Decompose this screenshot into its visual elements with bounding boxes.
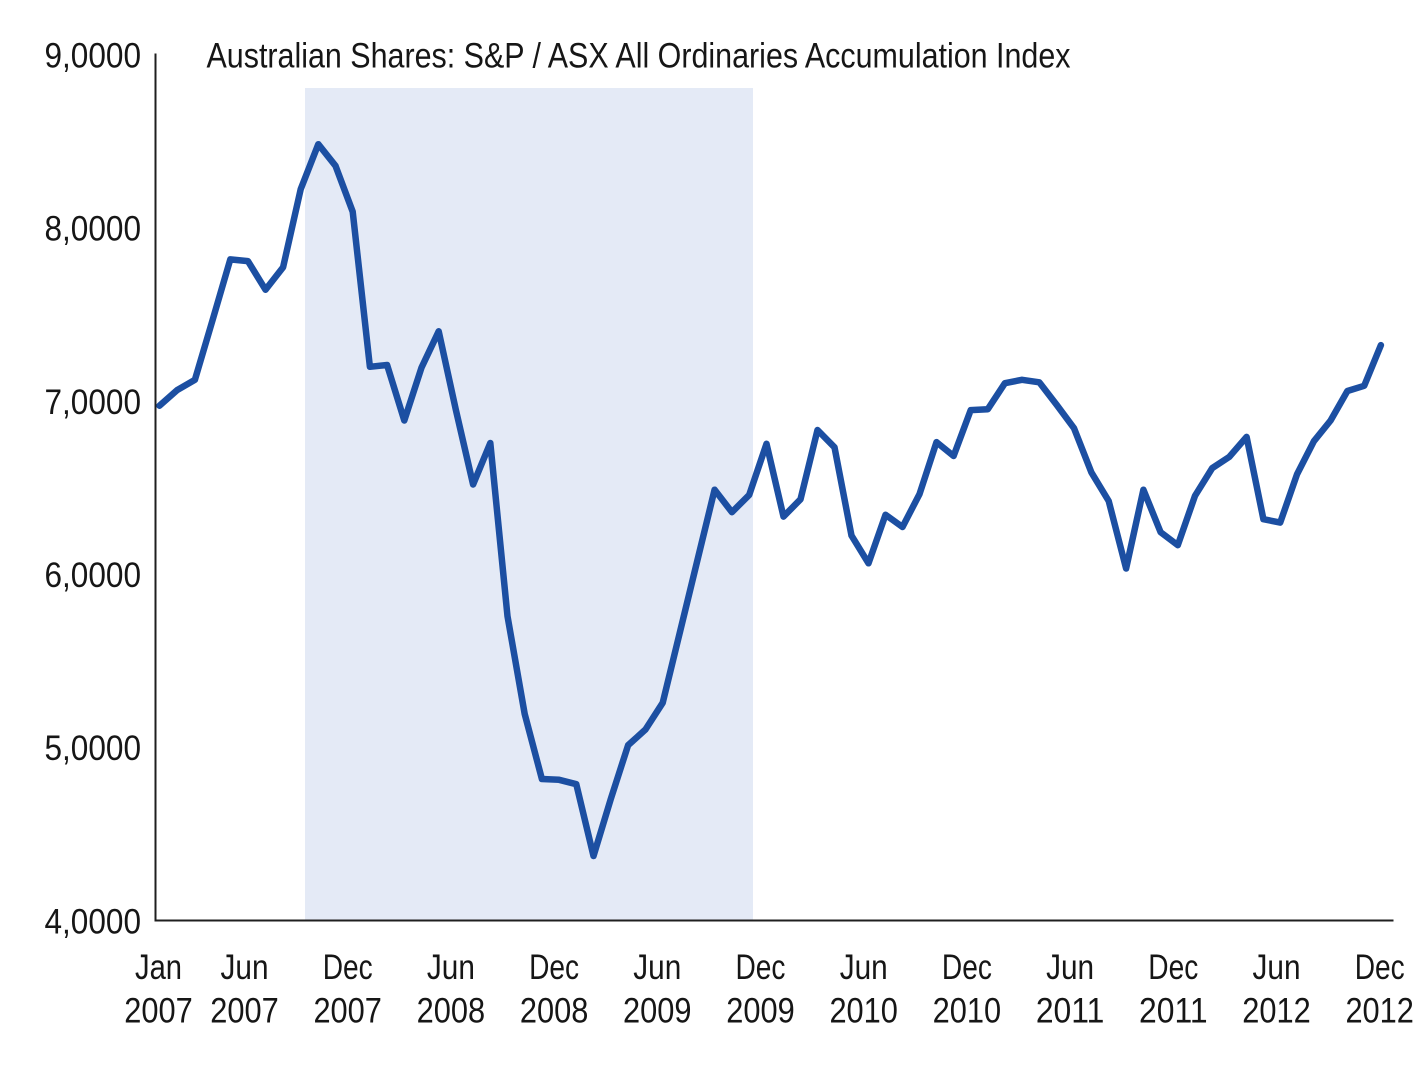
svg-text:Jan: Jan — [135, 948, 182, 987]
svg-text:Dec: Dec — [1355, 948, 1405, 987]
svg-text:Jun: Jun — [427, 948, 475, 987]
svg-text:2010: 2010 — [933, 991, 1002, 1030]
svg-text:Jun: Jun — [1046, 948, 1094, 987]
svg-text:2007: 2007 — [313, 991, 382, 1030]
svg-text:2009: 2009 — [623, 991, 692, 1030]
svg-text:6,0000: 6,0000 — [45, 556, 142, 595]
svg-text:2012: 2012 — [1345, 991, 1414, 1030]
svg-text:5,0000: 5,0000 — [45, 729, 142, 768]
svg-text:Jun: Jun — [1253, 948, 1301, 987]
svg-text:2009: 2009 — [726, 991, 795, 1030]
svg-text:Australian Shares: S&P / ASX A: Australian Shares: S&P / ASX All Ordinar… — [207, 37, 1071, 76]
svg-text:Jun: Jun — [221, 948, 269, 987]
svg-text:4,0000: 4,0000 — [45, 902, 142, 941]
svg-text:Dec: Dec — [1148, 948, 1198, 987]
svg-text:7,0000: 7,0000 — [45, 383, 142, 422]
svg-text:Jun: Jun — [633, 948, 681, 987]
svg-text:2007: 2007 — [124, 991, 193, 1030]
svg-text:Dec: Dec — [736, 948, 786, 987]
svg-text:2012: 2012 — [1242, 991, 1311, 1030]
svg-text:2008: 2008 — [417, 991, 486, 1030]
svg-text:Dec: Dec — [323, 948, 373, 987]
svg-text:2011: 2011 — [1036, 991, 1105, 1030]
svg-text:2007: 2007 — [210, 991, 279, 1030]
svg-text:Jun: Jun — [840, 948, 888, 987]
svg-text:9,0000: 9,0000 — [45, 36, 142, 75]
svg-text:Dec: Dec — [942, 948, 992, 987]
svg-text:2011: 2011 — [1139, 991, 1208, 1030]
svg-text:Dec: Dec — [529, 948, 579, 987]
svg-text:2008: 2008 — [520, 991, 589, 1030]
svg-text:2010: 2010 — [829, 991, 898, 1030]
svg-text:8,0000: 8,0000 — [45, 210, 142, 249]
